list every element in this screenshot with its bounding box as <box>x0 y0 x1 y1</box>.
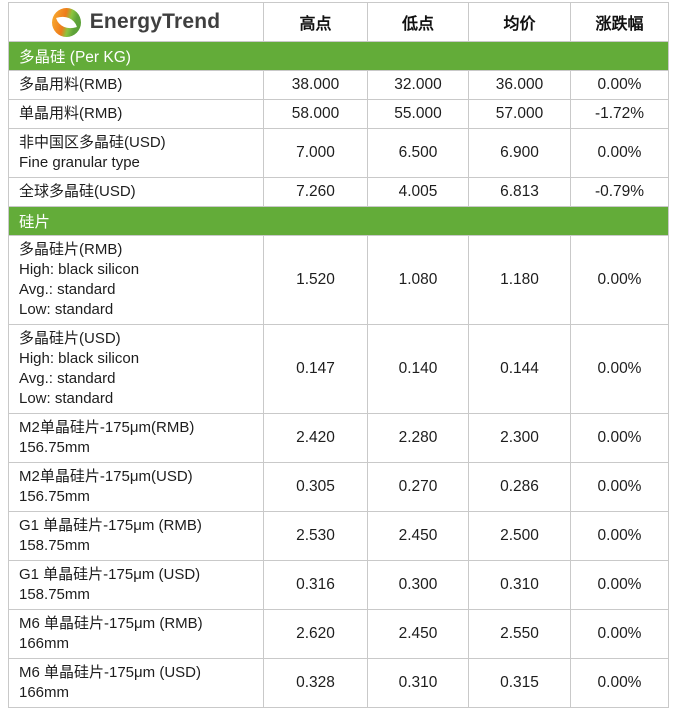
cell-change: 0.00% <box>570 324 669 414</box>
cell-low: 0.270 <box>367 462 469 512</box>
section-header: 多晶硅 (Per KG) <box>8 41 669 71</box>
table-row: M6 单晶硅片-175μm (RMB) 166mm 2.620 2.450 2.550 0… <box>8 609 669 659</box>
section-header-row: 硅片 <box>8 206 669 236</box>
row-label: 多晶硅片(USD) High: black silicon Avg.: standa… <box>8 324 264 414</box>
cell-change: 0.00% <box>570 70 669 100</box>
cell-avg: 0.310 <box>468 560 571 610</box>
column-header-change: 涨跌幅 <box>570 2 669 42</box>
cell-low: 0.300 <box>367 560 469 610</box>
cell-avg: 6.813 <box>468 177 571 207</box>
cell-change: 0.00% <box>570 609 669 659</box>
cell-avg: 36.000 <box>468 70 571 100</box>
cell-change: 0.00% <box>570 511 669 561</box>
table-header: EnergyTrend 高点 低点 均价 涨跌幅 <box>8 2 669 42</box>
section-header: 硅片 <box>8 206 669 236</box>
cell-high: 7.260 <box>263 177 368 207</box>
price-table-body: 多晶硅 (Per KG) 多晶用料(RMB) 38.000 32.000 36.000 0… <box>8 41 669 708</box>
cell-high: 1.520 <box>263 235 368 325</box>
column-header-high: 高点 <box>263 2 368 42</box>
table-row: M2单晶硅片-175μm(RMB) 156.75mm 2.420 2.280 2.300… <box>8 413 669 463</box>
cell-avg: 2.500 <box>468 511 571 561</box>
table-row: G1 单晶硅片-175μm (RMB) 158.75mm 2.530 2.450 2.5… <box>8 511 669 561</box>
cell-avg: 0.286 <box>468 462 571 512</box>
cell-high: 2.530 <box>263 511 368 561</box>
cell-change: -1.72% <box>570 99 669 129</box>
cell-avg: 6.900 <box>468 128 571 178</box>
brand-name: EnergyTrend <box>89 10 221 33</box>
cell-high: 2.420 <box>263 413 368 463</box>
cell-low: 0.310 <box>367 658 469 708</box>
cell-avg: 1.180 <box>468 235 571 325</box>
cell-change: 0.00% <box>570 128 669 178</box>
cell-high: 58.000 <box>263 99 368 129</box>
cell-change: 0.00% <box>570 413 669 463</box>
cell-high: 0.328 <box>263 658 368 708</box>
cell-avg: 57.000 <box>468 99 571 129</box>
table-row: 非中国区多晶硅(USD) Fine granular type 7.000 6.500… <box>8 128 669 178</box>
cell-high: 0.316 <box>263 560 368 610</box>
cell-change: -0.79% <box>570 177 669 207</box>
table-row: 多晶用料(RMB) 38.000 32.000 36.000 0.00% <box>8 70 669 100</box>
table-row: G1 单晶硅片-175μm (USD) 158.75mm 0.316 0.300 0.3… <box>8 560 669 610</box>
row-label: 非中国区多晶硅(USD) Fine granular type <box>8 128 264 178</box>
table-row: 全球多晶硅(USD) 7.260 4.005 6.813 -0.79% <box>8 177 669 207</box>
cell-high: 38.000 <box>263 70 368 100</box>
price-table: EnergyTrend 高点 低点 均价 涨跌幅 多晶硅 (Per KG) 多晶用… <box>8 2 669 708</box>
cell-high: 7.000 <box>263 128 368 178</box>
cell-avg: 0.144 <box>468 324 571 414</box>
row-label: G1 单晶硅片-175μm (RMB) 158.75mm <box>8 511 264 561</box>
cell-low: 32.000 <box>367 70 469 100</box>
cell-high: 0.147 <box>263 324 368 414</box>
cell-low: 1.080 <box>367 235 469 325</box>
section-header-row: 多晶硅 (Per KG) <box>8 41 669 71</box>
table-header-row: EnergyTrend 高点 低点 均价 涨跌幅 <box>8 2 669 42</box>
row-label: M6 单晶硅片-175μm (USD) 166mm <box>8 658 264 708</box>
cell-low: 4.005 <box>367 177 469 207</box>
cell-avg: 2.300 <box>468 413 571 463</box>
cell-low: 2.280 <box>367 413 469 463</box>
table-row: 多晶硅片(RMB) High: black silicon Avg.: standa… <box>8 235 669 325</box>
row-label: M2单晶硅片-175μm(USD) 156.75mm <box>8 462 264 512</box>
row-label: M2单晶硅片-175μm(RMB) 156.75mm <box>8 413 264 463</box>
row-label: M6 单晶硅片-175μm (RMB) 166mm <box>8 609 264 659</box>
table-row: 单晶用料(RMB) 58.000 55.000 57.000 -1.72% <box>8 99 669 129</box>
table-row: M6 单晶硅片-175μm (USD) 166mm 0.328 0.310 0.315 0… <box>8 658 669 708</box>
cell-high: 0.305 <box>263 462 368 512</box>
cell-change: 0.00% <box>570 235 669 325</box>
cell-high: 2.620 <box>263 609 368 659</box>
cell-change: 0.00% <box>570 560 669 610</box>
cell-low: 55.000 <box>367 99 469 129</box>
table-row: 多晶硅片(USD) High: black silicon Avg.: standa… <box>8 324 669 414</box>
energytrend-logo-icon <box>51 7 81 37</box>
leaf-icon <box>55 12 77 32</box>
cell-change: 0.00% <box>570 658 669 708</box>
cell-low: 2.450 <box>367 609 469 659</box>
column-header-low: 低点 <box>367 2 469 42</box>
row-label: 多晶用料(RMB) <box>8 70 264 100</box>
row-label: 全球多晶硅(USD) <box>8 177 264 207</box>
cell-low: 0.140 <box>367 324 469 414</box>
cell-change: 0.00% <box>570 462 669 512</box>
table-row: M2单晶硅片-175μm(USD) 156.75mm 0.305 0.270 0.286… <box>8 462 669 512</box>
row-label: G1 单晶硅片-175μm (USD) 158.75mm <box>8 560 264 610</box>
column-header-avg: 均价 <box>468 2 571 42</box>
row-label: 单晶用料(RMB) <box>8 99 264 129</box>
energytrend-logo: EnergyTrend <box>9 7 263 37</box>
cell-low: 6.500 <box>367 128 469 178</box>
cell-avg: 2.550 <box>468 609 571 659</box>
cell-avg: 0.315 <box>468 658 571 708</box>
cell-low: 2.450 <box>367 511 469 561</box>
row-label: 多晶硅片(RMB) High: black silicon Avg.: standa… <box>8 235 264 325</box>
logo-cell: EnergyTrend <box>8 2 264 42</box>
